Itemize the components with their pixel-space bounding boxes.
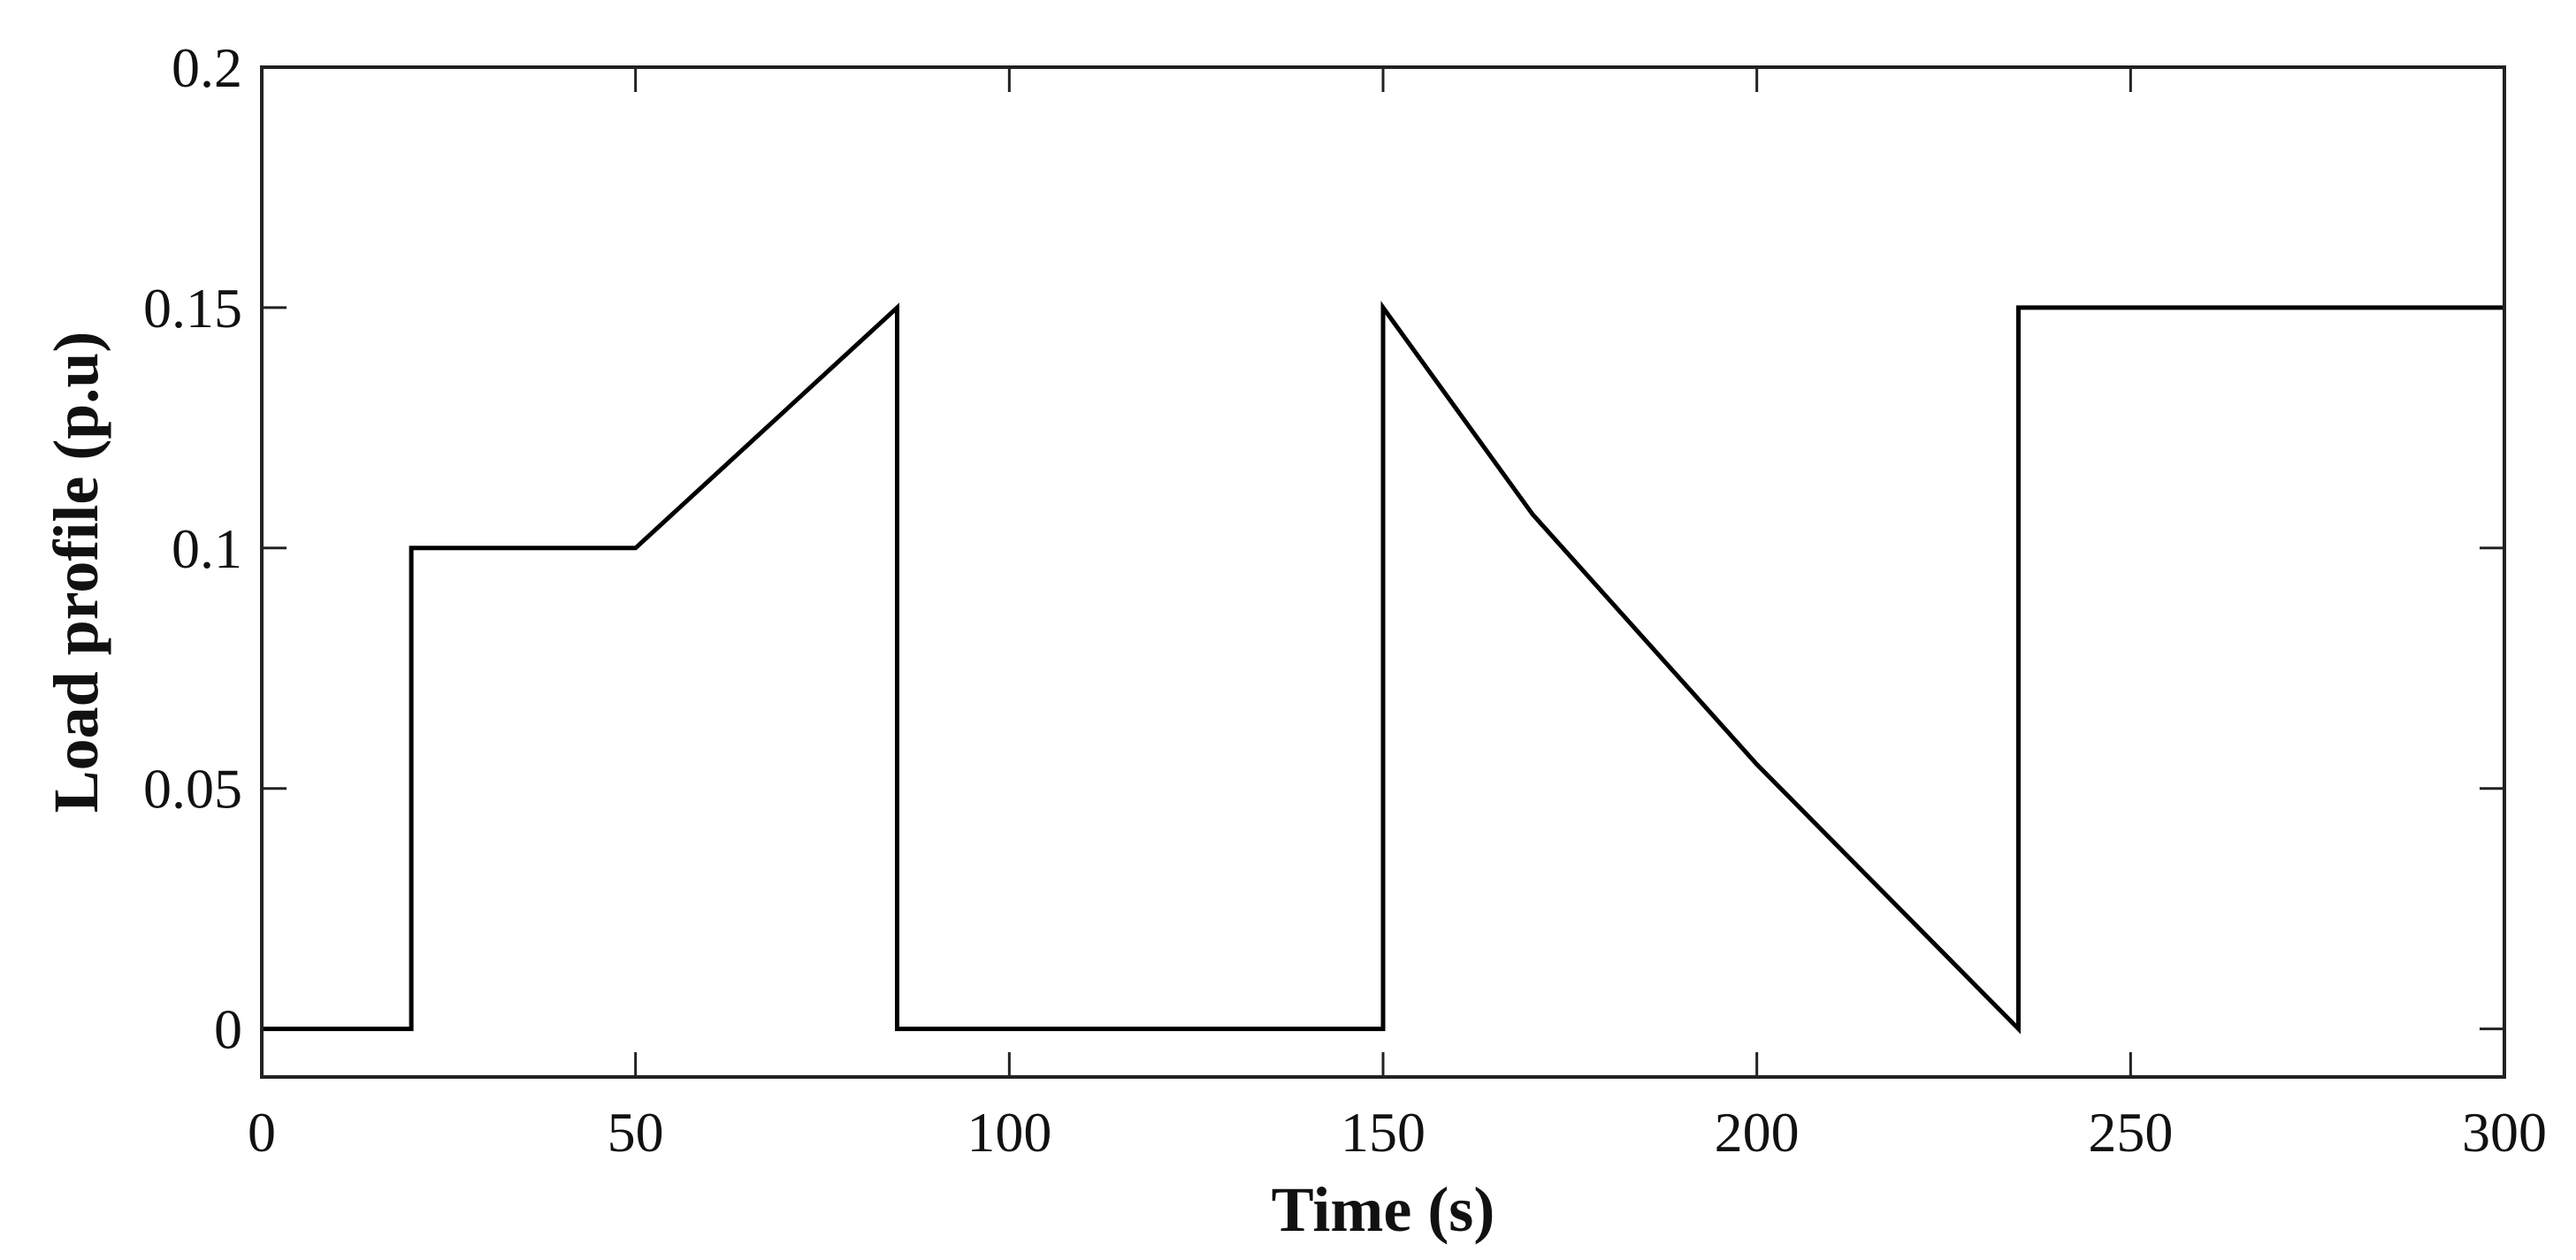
x-tick-label: 300 [2462, 1101, 2547, 1164]
x-tick-label: 100 [967, 1101, 1051, 1164]
x-tick-labels: 0 50 100 150 200 250 300 [248, 1101, 2547, 1164]
x-tick-label: 0 [248, 1101, 276, 1164]
x-tick-label: 250 [2088, 1101, 2173, 1164]
y-tick-label: 0.1 [172, 517, 242, 580]
y-tick-label: 0.2 [172, 36, 242, 99]
x-axis-label: Time (s) [1272, 1174, 1495, 1245]
y-tick-label: 0 [214, 998, 242, 1061]
y-tick-label: 0.15 [143, 277, 242, 340]
y-tick-labels: 0 0.05 0.1 0.15 0.2 [143, 36, 242, 1061]
x-tick-label: 50 [608, 1101, 664, 1164]
load-profile-line [262, 301, 2504, 1035]
x-tick-label: 200 [1715, 1101, 1800, 1164]
y-axis-label: Load profile (p.u) [41, 332, 111, 813]
plot-frame [260, 65, 2506, 1079]
y-tick-label: 0.05 [143, 758, 242, 821]
x-tick-label: 150 [1341, 1101, 1426, 1164]
